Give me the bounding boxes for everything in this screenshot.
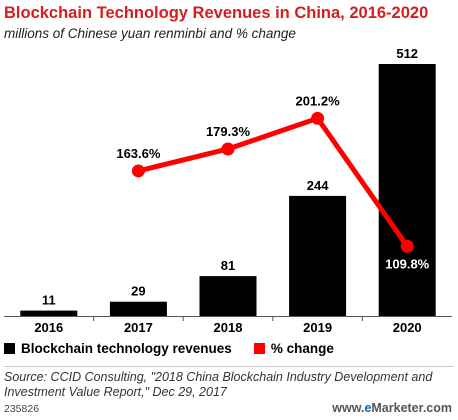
source-note: Source: CCID Consulting, "2018 China Blo… <box>4 370 433 399</box>
chart-id: 235826 <box>4 403 40 415</box>
x-tick-label-2018: 2018 <box>214 320 243 335</box>
change-label-2017: 163.6% <box>116 146 161 161</box>
legend-label-revenues: Blockchain technology revenues <box>21 341 232 356</box>
legend-swatch-revenues <box>4 343 15 354</box>
footer-divider <box>4 366 454 367</box>
bar-2018 <box>199 276 257 316</box>
change-point-2019 <box>311 111 325 125</box>
bar-2017 <box>109 301 167 316</box>
change-label-2020: 109.8% <box>385 256 430 271</box>
bar-label-2017: 29 <box>131 284 145 299</box>
legend-item-change: % change <box>253 341 334 356</box>
bar-label-2019: 244 <box>307 178 329 193</box>
change-point-2020 <box>400 239 414 253</box>
chart-area: 11 29 81 244 512 2016 2017 2018 2019 2020 163.6% 17… <box>4 46 452 335</box>
bar-2016 <box>20 310 78 316</box>
change-label-2019: 201.2% <box>296 93 341 108</box>
x-tick-label-2017: 2017 <box>124 320 153 335</box>
x-tick-label-2019: 2019 <box>303 320 332 335</box>
change-point-2018 <box>221 142 235 156</box>
bar-label-2016: 11 <box>42 293 56 308</box>
legend-swatch-change <box>253 343 265 354</box>
x-tick-label-2020: 2020 <box>393 320 422 335</box>
legend: Blockchain technology revenues % change <box>4 341 356 356</box>
bar-2020 <box>378 64 436 316</box>
brand-prefix: www. <box>332 401 365 415</box>
x-tick-label-2016: 2016 <box>34 320 63 335</box>
brand-e: e <box>364 401 372 415</box>
legend-label-change: % change <box>270 341 334 356</box>
brand-suffix: Marketer.com <box>371 401 452 415</box>
legend-item-revenues: Blockchain technology revenues <box>4 341 232 356</box>
change-line <box>137 115 410 248</box>
chart-subtitle: millions of Chinese yuan renminbi and % … <box>4 26 296 41</box>
change-point-2017 <box>131 164 145 178</box>
bar-label-2018: 81 <box>221 258 235 273</box>
change-label-2018: 179.3% <box>206 124 251 139</box>
brand-logo[interactable]: www.eMarketer.com <box>332 401 452 415</box>
chart-title: Blockchain Technology Revenues in China,… <box>4 4 429 22</box>
bar-label-2020: 512 <box>396 46 418 61</box>
bar-2019 <box>289 195 347 316</box>
